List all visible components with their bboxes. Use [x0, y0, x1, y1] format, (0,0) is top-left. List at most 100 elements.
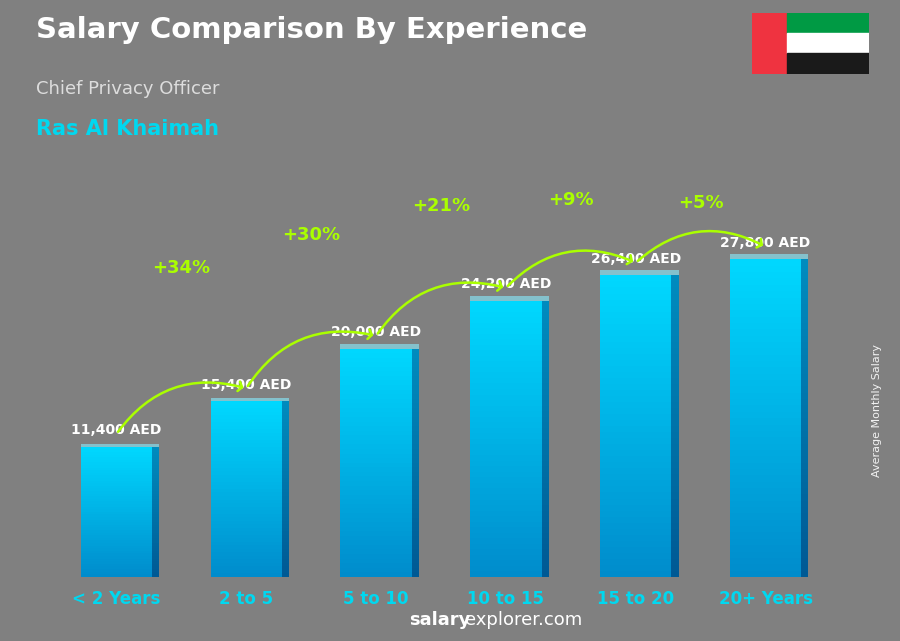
Bar	[152, 535, 159, 538]
Bar	[671, 318, 679, 324]
Text: +5%: +5%	[678, 194, 724, 212]
Bar	[542, 527, 549, 533]
Bar	[81, 553, 152, 556]
Bar	[730, 374, 801, 380]
Bar	[282, 401, 289, 404]
Bar	[470, 339, 542, 345]
Bar	[412, 449, 418, 454]
Bar	[81, 460, 152, 462]
Bar	[152, 462, 159, 465]
Text: explorer.com: explorer.com	[465, 612, 582, 629]
Bar	[470, 444, 542, 450]
Bar	[282, 450, 289, 454]
Bar	[730, 406, 801, 412]
Bar	[752, 13, 787, 74]
Bar	[730, 488, 801, 494]
Bar	[671, 336, 679, 342]
Bar	[412, 408, 418, 412]
Bar	[152, 515, 159, 517]
Bar	[282, 492, 289, 496]
Bar	[282, 471, 289, 475]
Bar	[542, 494, 549, 499]
Bar	[470, 555, 542, 560]
Bar	[340, 540, 412, 545]
Bar	[412, 422, 418, 426]
Bar	[340, 417, 412, 422]
Bar	[282, 475, 289, 478]
Bar	[412, 417, 418, 422]
Bar	[730, 399, 801, 406]
Text: 20,000 AED: 20,000 AED	[331, 325, 421, 339]
Bar	[282, 457, 289, 461]
Bar	[600, 504, 671, 511]
Bar	[412, 376, 418, 381]
Bar	[81, 494, 152, 496]
Bar	[801, 406, 808, 412]
Bar	[470, 356, 542, 362]
Bar	[81, 462, 152, 465]
Bar	[542, 306, 549, 312]
Bar	[671, 547, 679, 553]
Bar	[81, 520, 152, 522]
Bar	[671, 438, 679, 444]
Bar	[671, 390, 679, 396]
Bar	[412, 545, 418, 549]
Bar	[81, 491, 152, 494]
Bar	[671, 517, 679, 522]
Bar	[600, 541, 671, 547]
Bar	[730, 329, 801, 336]
Bar	[81, 562, 152, 564]
Bar	[470, 306, 542, 312]
Bar	[211, 444, 282, 447]
Bar	[730, 323, 801, 329]
Bar	[600, 426, 671, 432]
Bar	[152, 564, 159, 567]
Bar	[340, 444, 412, 449]
Bar	[340, 376, 412, 381]
Bar	[282, 524, 289, 528]
Bar	[600, 571, 671, 577]
Bar	[211, 489, 282, 492]
Bar	[152, 522, 159, 525]
Bar	[282, 464, 289, 468]
Bar	[801, 444, 808, 450]
Bar	[730, 476, 801, 481]
Bar	[600, 438, 671, 444]
Bar	[282, 489, 289, 492]
Bar	[340, 399, 412, 403]
Bar	[730, 291, 801, 297]
Bar	[81, 528, 152, 530]
Bar	[801, 513, 808, 520]
Text: 11,400 AED: 11,400 AED	[71, 423, 162, 437]
Bar	[211, 426, 282, 429]
Bar	[211, 503, 282, 506]
Bar	[412, 522, 418, 527]
Bar	[470, 389, 542, 394]
Bar	[542, 345, 549, 350]
Bar	[340, 481, 412, 485]
Bar	[412, 399, 418, 403]
Bar	[470, 499, 542, 505]
Bar	[81, 465, 152, 467]
Bar	[340, 408, 412, 412]
Bar	[81, 486, 152, 488]
Bar	[282, 574, 289, 577]
Bar	[412, 536, 418, 540]
Bar	[81, 548, 152, 551]
Bar	[730, 507, 801, 513]
Bar	[542, 372, 549, 378]
Bar	[671, 366, 679, 372]
Bar	[671, 372, 679, 378]
Bar	[801, 260, 808, 266]
Bar	[801, 450, 808, 456]
Bar	[542, 378, 549, 383]
Bar	[542, 389, 549, 394]
Bar	[340, 554, 412, 558]
Bar	[340, 485, 412, 490]
Bar	[542, 444, 549, 450]
Bar	[152, 470, 159, 473]
Bar	[801, 545, 808, 551]
Bar	[600, 492, 671, 499]
Bar	[412, 444, 418, 449]
Bar	[282, 415, 289, 419]
